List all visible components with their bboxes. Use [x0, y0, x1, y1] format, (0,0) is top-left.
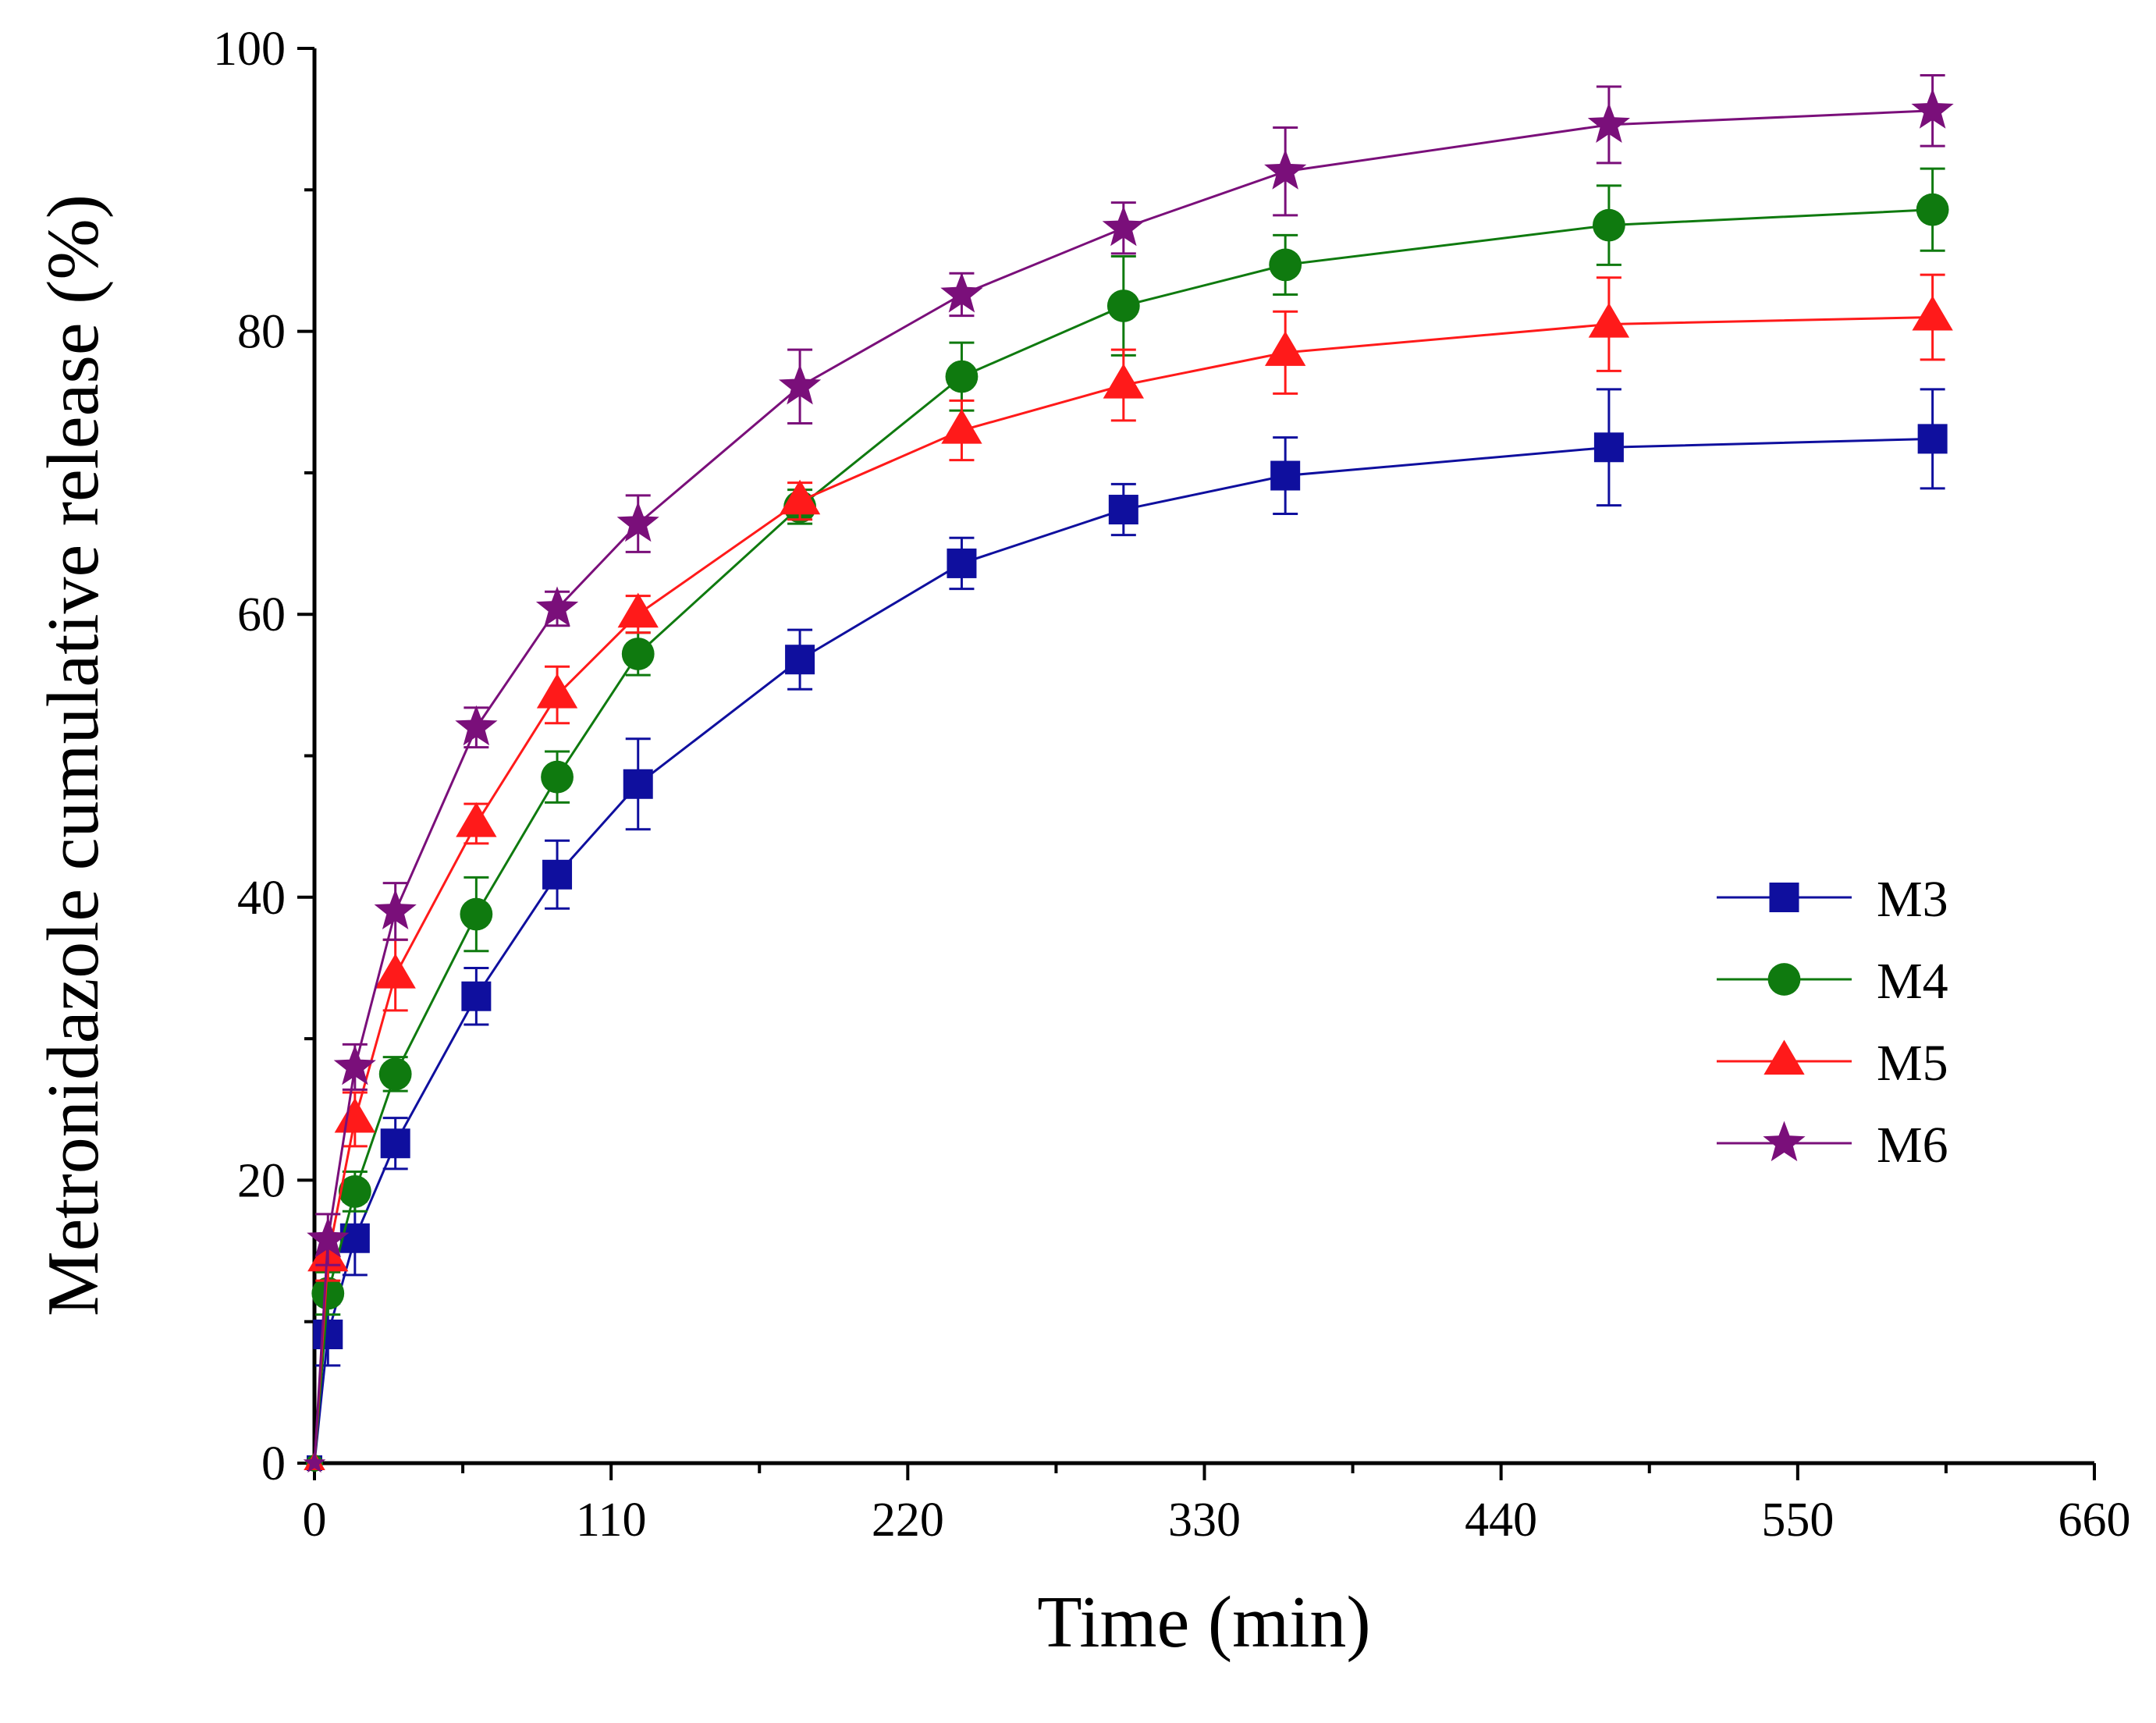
data-point-M5 — [779, 479, 821, 515]
x-tick-label: 550 — [1761, 1494, 1834, 1547]
data-point-M4 — [621, 638, 655, 670]
ticks: 0 110 220 330 440 550 660 0 20 40 60 80 100 — [213, 23, 2131, 1547]
series-M3 — [307, 388, 1948, 1471]
data-point-M3 — [947, 548, 977, 578]
legend-marker-M4 — [1767, 963, 1801, 996]
data-point-M4 — [945, 360, 979, 393]
legend-label-M3: M3 — [1877, 871, 1948, 928]
data-point-M6 — [333, 1044, 376, 1085]
data-point-M4 — [311, 1277, 345, 1310]
series-M6 — [303, 73, 1954, 1473]
data-point-M3 — [1270, 460, 1301, 491]
data-point-M5 — [334, 1097, 376, 1133]
legend-label-M5: M5 — [1877, 1035, 1948, 1092]
y-tick-label: 40 — [237, 872, 286, 925]
legend-item-M5: M5 — [1717, 1035, 1948, 1092]
data-point-M5 — [617, 592, 659, 628]
data-point-M6 — [1102, 205, 1145, 247]
data-point-M3 — [1917, 424, 1948, 454]
data-point-M3 — [623, 769, 653, 799]
y-tick-label: 80 — [237, 306, 286, 359]
data-point-M6 — [303, 1451, 326, 1473]
y-tick-label: 0 — [261, 1437, 286, 1490]
data-point-M5 — [536, 673, 578, 709]
series-M5 — [304, 273, 1953, 1470]
data-point-M6 — [940, 272, 983, 313]
x-tick-label: 440 — [1465, 1494, 1537, 1547]
x-axis-title: Time (min) — [1037, 1582, 1370, 1663]
data-point-M5 — [456, 801, 497, 837]
data-point-M5 — [1103, 363, 1144, 399]
x-tick-label: 0 — [303, 1494, 327, 1547]
legend-item-M3: M3 — [1717, 871, 1948, 928]
data-point-M4 — [1269, 248, 1302, 282]
legend: M3 M4 M5 M6 — [1717, 871, 1948, 1174]
data-point-M6 — [1911, 88, 1954, 129]
data-point-M6 — [1264, 149, 1307, 190]
data-point-M4 — [1106, 290, 1140, 322]
data-point-M6 — [535, 586, 579, 627]
data-point-M4 — [338, 1175, 371, 1208]
data-point-M4 — [1916, 193, 1949, 226]
data-point-M3 — [380, 1128, 410, 1159]
legend-label-M6: M6 — [1877, 1117, 1948, 1174]
data-point-M4 — [460, 897, 493, 931]
data-point-M4 — [541, 760, 574, 794]
data-point-M3 — [1108, 495, 1138, 525]
legend-marker-M3 — [1769, 883, 1799, 912]
x-tick-label: 220 — [872, 1494, 944, 1547]
data-point-M4 — [378, 1057, 412, 1091]
series — [303, 73, 1954, 1473]
legend-item-M6: M6 — [1717, 1117, 1948, 1174]
data-point-M3 — [785, 645, 815, 675]
y-tick-label: 60 — [237, 588, 286, 641]
data-point-M3 — [461, 981, 492, 1011]
data-point-M3 — [542, 859, 573, 890]
data-point-M5 — [1265, 331, 1306, 366]
data-point-M5 — [375, 953, 416, 989]
axes — [312, 48, 2094, 1465]
legend-marker-M6 — [1763, 1121, 1806, 1162]
legend-item-M4: M4 — [1717, 953, 1948, 1010]
data-point-M6 — [455, 705, 498, 746]
data-point-M3 — [313, 1320, 343, 1350]
x-tick-label: 330 — [1168, 1494, 1241, 1547]
data-point-M5 — [941, 408, 982, 444]
y-axis-title: Metronidazole cumulative release (%) — [33, 194, 114, 1316]
data-point-M3 — [1593, 432, 1624, 463]
x-tick-label: 660 — [2058, 1494, 2131, 1547]
y-tick-label: 100 — [213, 23, 286, 76]
data-point-M5 — [1588, 302, 1630, 338]
data-point-M6 — [374, 889, 417, 929]
series-M4 — [306, 167, 1949, 1472]
data-point-M6 — [779, 364, 822, 405]
y-tick-label: 20 — [237, 1154, 286, 1207]
x-tick-label: 110 — [576, 1494, 647, 1547]
data-point-M6 — [616, 501, 659, 542]
data-point-M4 — [1593, 208, 1625, 242]
data-point-M6 — [1587, 102, 1630, 143]
legend-label-M4: M4 — [1877, 953, 1948, 1010]
data-point-M6 — [307, 1217, 350, 1258]
data-point-M5 — [1912, 295, 1953, 331]
legend-marker-M5 — [1764, 1039, 1805, 1075]
